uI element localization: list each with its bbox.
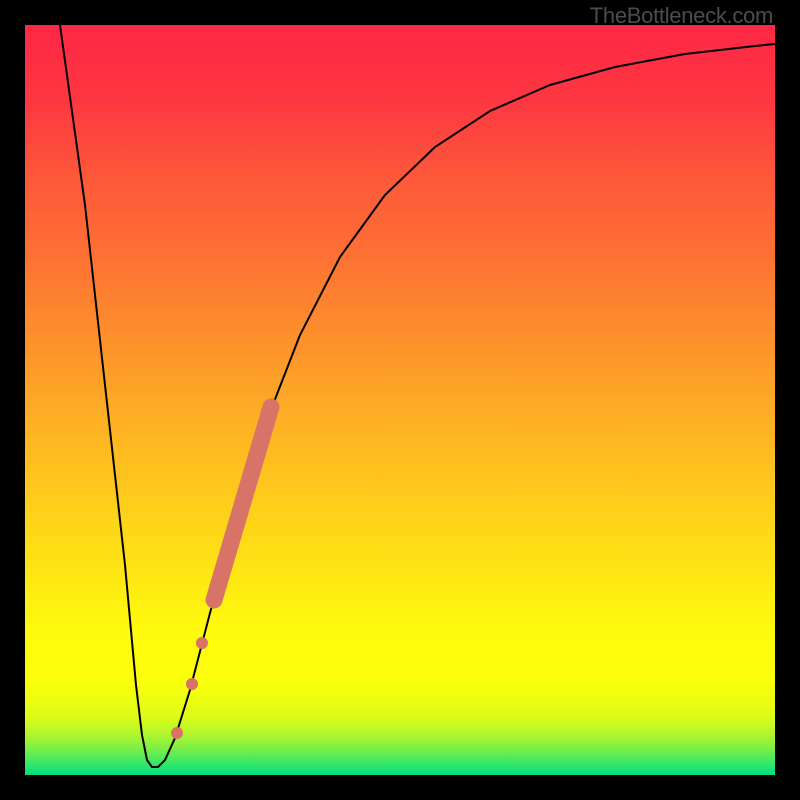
- plot-area: [25, 25, 775, 775]
- marker-dot: [196, 637, 208, 649]
- marker-dot: [171, 727, 183, 739]
- marker-pill: [214, 407, 271, 600]
- marker-dot: [186, 678, 198, 690]
- curve-layer: [25, 25, 775, 775]
- bottleneck-curve: [60, 25, 775, 767]
- chart-container: TheBottleneck.com: [0, 0, 800, 800]
- marker-series: [171, 407, 271, 739]
- watermark-text: TheBottleneck.com: [590, 3, 773, 29]
